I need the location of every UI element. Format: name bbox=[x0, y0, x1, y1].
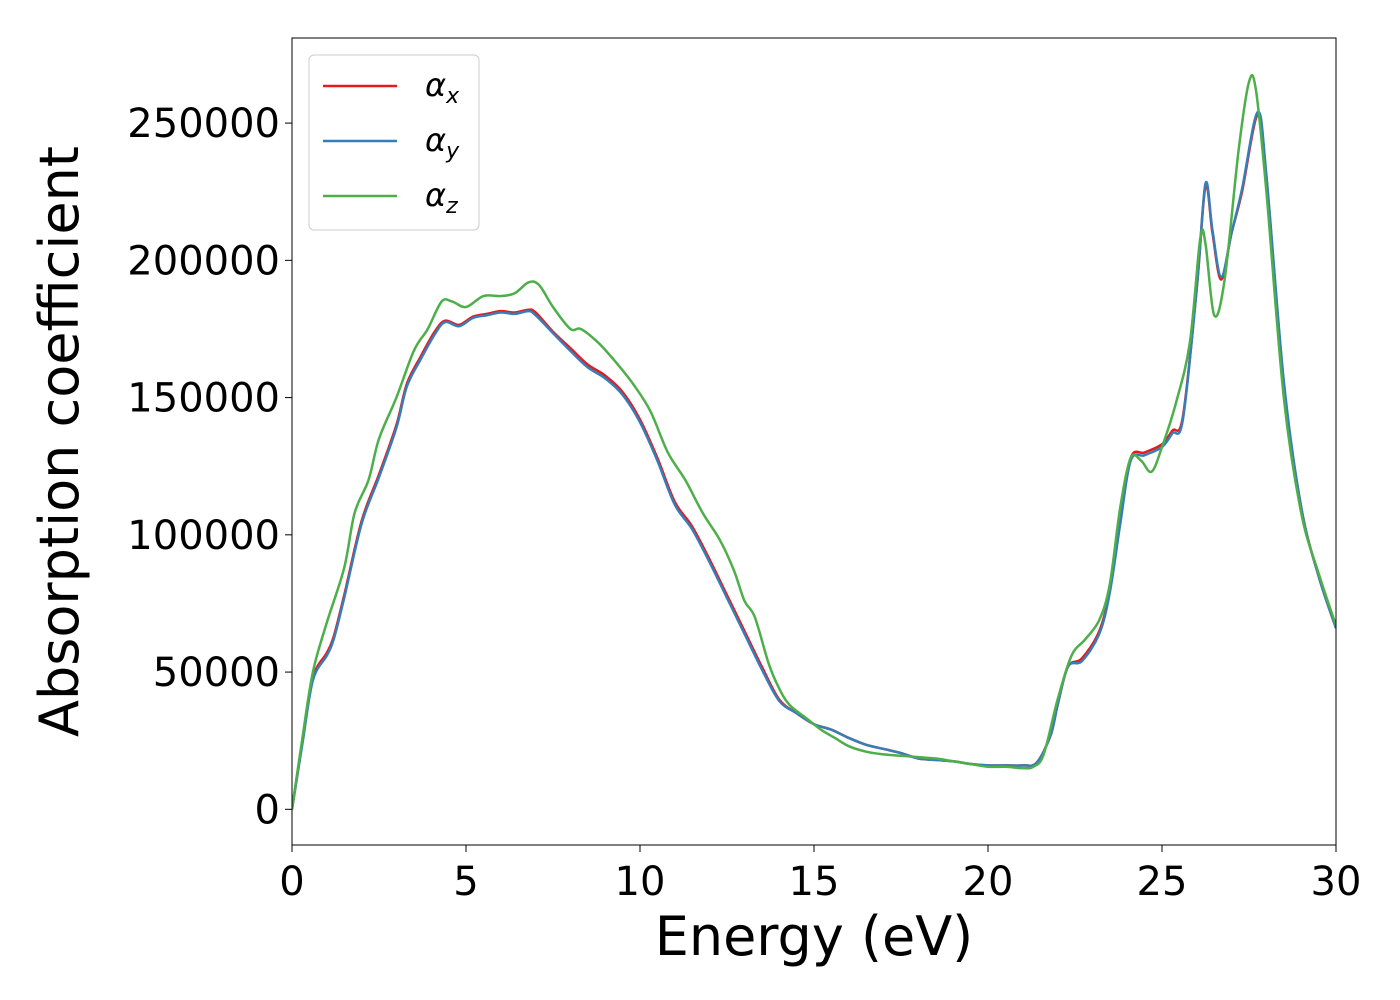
legend: αx αy αz bbox=[308, 54, 480, 231]
x-axis-title: Energy (eV) bbox=[655, 905, 974, 968]
y-tick-label: 250000 bbox=[127, 101, 280, 147]
y-axis-title: Absorption coefficient bbox=[28, 146, 91, 737]
legend-box bbox=[308, 54, 480, 231]
y-tick-label: 150000 bbox=[127, 376, 280, 422]
legend-label-z: αz bbox=[425, 176, 458, 219]
x-tick-label: 15 bbox=[789, 859, 840, 905]
x-tick-label: 0 bbox=[279, 859, 304, 905]
x-tick-label: 10 bbox=[615, 859, 666, 905]
x-tick-label: 20 bbox=[963, 859, 1014, 905]
y-tick-label: 0 bbox=[255, 787, 280, 833]
y-tick-label: 200000 bbox=[127, 238, 280, 284]
series-line-z bbox=[292, 74, 1336, 810]
x-axis: 0 5 10 15 20 25 30 bbox=[279, 845, 1361, 905]
y-tick-label: 50000 bbox=[153, 650, 280, 696]
legend-label-x: αx bbox=[425, 66, 460, 109]
y-tick-label: 100000 bbox=[127, 513, 280, 559]
x-tick-label: 5 bbox=[453, 859, 478, 905]
x-tick-label: 25 bbox=[1137, 859, 1188, 905]
legend-label-y: αy bbox=[425, 121, 460, 164]
y-axis: 0 50000 100000 150000 200000 250000 bbox=[127, 101, 292, 833]
plot-area bbox=[292, 74, 1336, 810]
x-tick-label: 30 bbox=[1311, 859, 1362, 905]
